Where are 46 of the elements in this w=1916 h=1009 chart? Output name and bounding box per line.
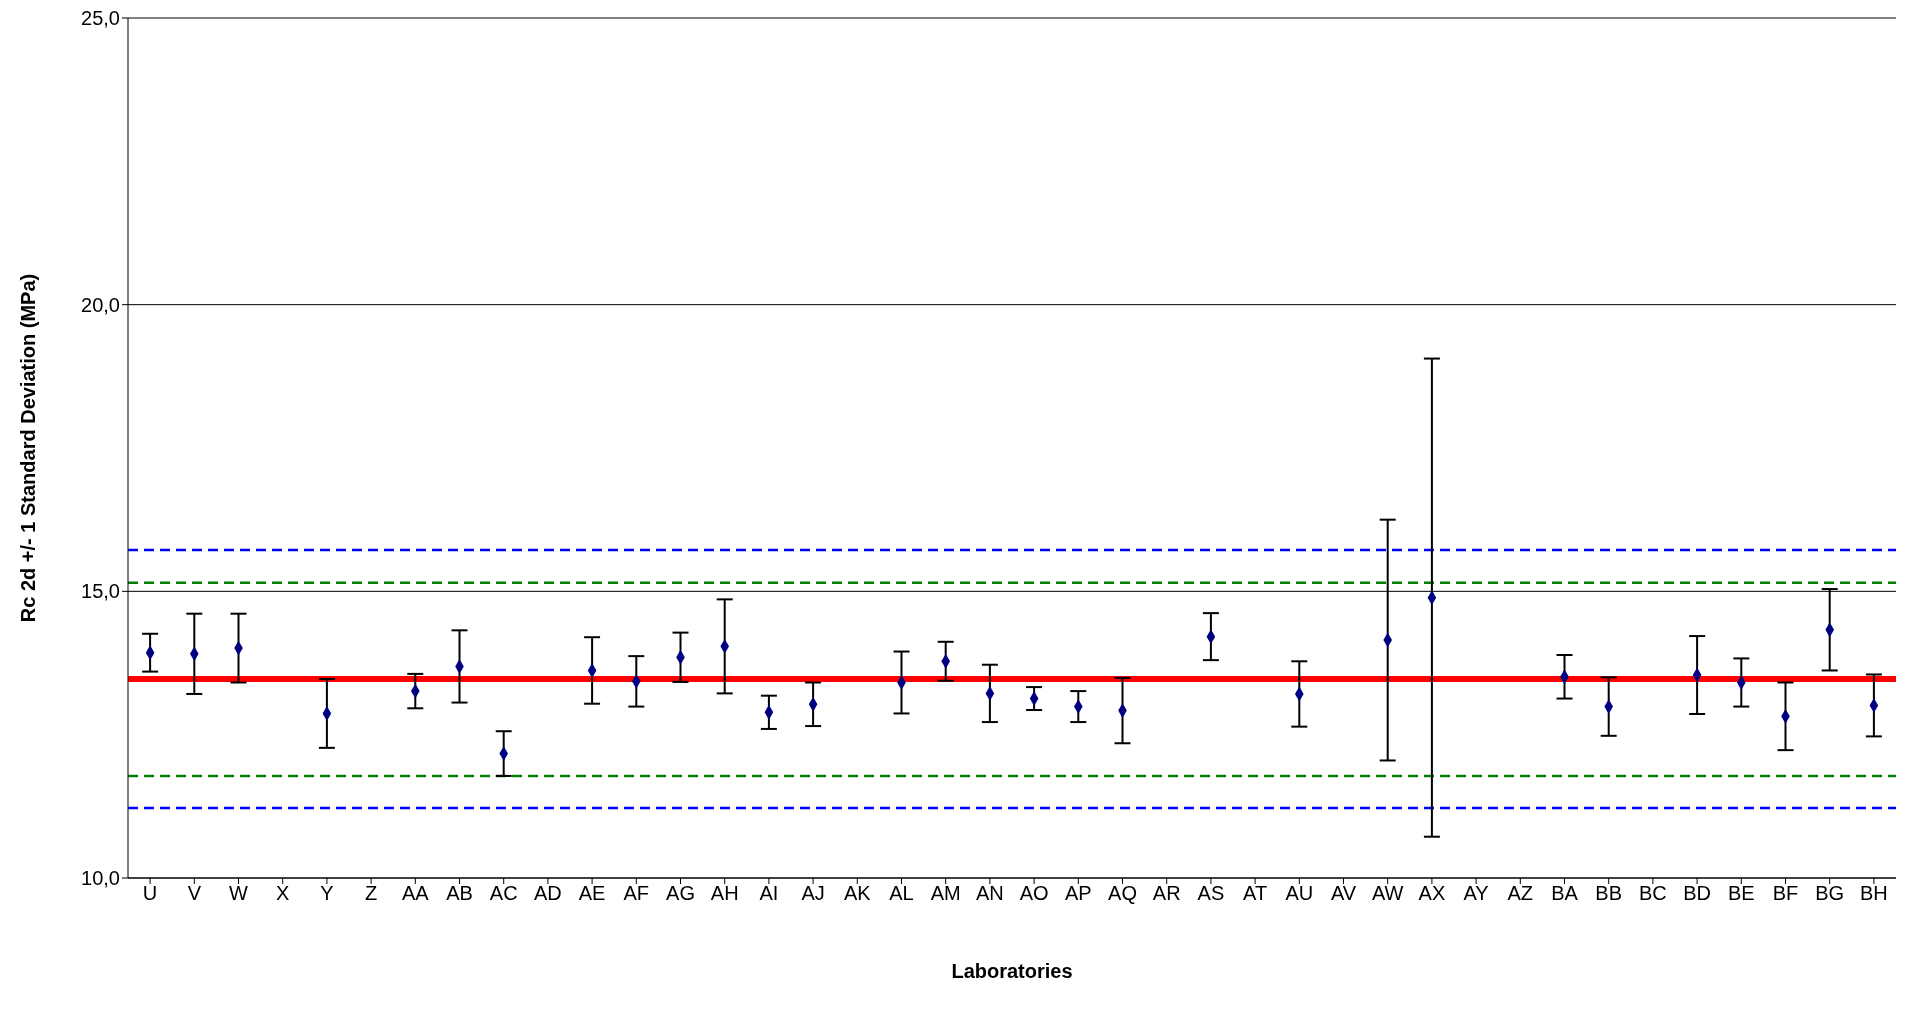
x-tick-label: Y	[320, 882, 334, 905]
x-tick-label: AF	[623, 882, 650, 905]
y-tick-label: 20,0	[81, 293, 120, 316]
x-tick-label: U	[142, 882, 158, 905]
x-tick-label: AZ	[1507, 882, 1534, 905]
x-tick-label: AU	[1285, 882, 1314, 905]
x-tick-label: AY	[1463, 882, 1489, 905]
y-tick-label: 25,0	[81, 7, 120, 30]
x-tick-label: BC	[1639, 882, 1667, 905]
x-tick-label: AQ	[1108, 882, 1137, 905]
x-tick-label: AJ	[801, 882, 825, 905]
x-tick-label: AP	[1064, 882, 1092, 905]
x-tick-label: AN	[976, 882, 1004, 905]
x-tick-label: AC	[489, 882, 518, 905]
y-axis-title: Rc 2d +/- 1 Standard Deviation (MPa)	[17, 273, 40, 623]
x-axis-title: Laboratories	[951, 960, 1073, 982]
x-tick-label: AB	[446, 882, 473, 905]
x-tick-label: BA	[1551, 882, 1579, 905]
x-tick-label: V	[187, 882, 202, 905]
x-tick-label: AX	[1418, 882, 1446, 905]
x-tick-label: AO	[1019, 882, 1049, 905]
x-tick-label: AS	[1197, 882, 1225, 905]
y-tick-label: 10,0	[81, 867, 120, 890]
x-tick-label: W	[229, 882, 249, 905]
x-tick-label: AR	[1152, 882, 1181, 905]
x-tick-label: BB	[1595, 882, 1623, 905]
x-tick-label: AV	[1330, 882, 1357, 905]
x-tick-label: BD	[1683, 882, 1711, 905]
x-tick-label: BF	[1772, 882, 1799, 905]
y-tick-label: 15,0	[81, 580, 120, 603]
x-tick-label: AH	[710, 882, 739, 905]
x-tick-label: AW	[1371, 882, 1404, 905]
x-tick-label: AE	[578, 882, 606, 905]
x-tick-label: X	[276, 882, 290, 905]
x-tick-label: AD	[534, 882, 562, 905]
x-tick-label: Z	[364, 882, 378, 905]
x-tick-label: BE	[1727, 882, 1755, 905]
x-tick-label: AK	[843, 882, 872, 905]
x-tick-label: AT	[1243, 882, 1268, 905]
x-tick-label: AI	[759, 882, 779, 905]
x-tick-label: AG	[666, 882, 695, 905]
x-tick-label: AA	[401, 882, 430, 905]
x-tick-label: AL	[889, 882, 914, 905]
x-tick-label: BH	[1860, 882, 1888, 905]
x-tick-label: AM	[930, 882, 961, 905]
x-tick-label: BG	[1815, 882, 1845, 905]
